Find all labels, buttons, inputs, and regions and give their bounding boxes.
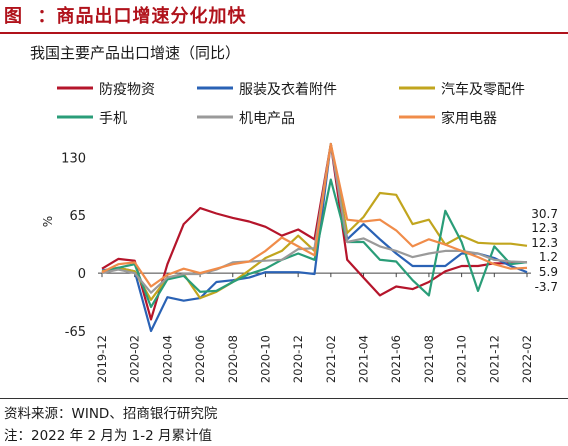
legend-label: 手机 <box>99 111 127 127</box>
end-value-label: -3.7 <box>535 280 558 294</box>
end-value-label: 5.9 <box>539 265 558 279</box>
x-tick-label: 2021-12 <box>487 335 501 383</box>
title-rule <box>0 32 568 34</box>
series-line-1 <box>101 142 528 333</box>
x-tick-label: 2020-04 <box>160 335 174 383</box>
figure-title: 图 ：商品出口增速分化加快 <box>4 6 247 27</box>
x-tick-label: 2019-12 <box>95 335 109 383</box>
x-tick-label: 2022-02 <box>520 335 534 383</box>
end-value-label: 30.7 <box>531 207 558 221</box>
legend-label: 家用电器 <box>441 110 497 127</box>
y-tick-label: -65 <box>65 325 86 340</box>
chart-title: 我国主要产品出口增速（同比） <box>30 44 241 62</box>
y-tick-label: 65 <box>69 209 86 224</box>
x-tick-label: 2020-08 <box>226 335 240 383</box>
series-line-5 <box>101 142 528 288</box>
x-tick-label: 2020-06 <box>193 335 207 383</box>
x-tick-label: 2021-08 <box>422 335 436 383</box>
end-value-label: 12.3 <box>531 236 558 250</box>
source-text: 资料来源：WIND、招商银行研究院 <box>4 406 218 422</box>
legend-label: 防疫物资 <box>99 82 155 98</box>
legend-label: 机电产品 <box>239 111 295 127</box>
axes: 130 65 0 -65% 2019-12 2020-02 2020-04 2020-06 20… <box>41 151 534 383</box>
x-tick-label: 2020-02 <box>128 335 142 383</box>
end-value-label: 1.2 <box>539 250 558 264</box>
note-text: 注：2022 年 2 月为 1-2 月累计值 <box>4 428 212 444</box>
legend-label: 服装及衣着附件 <box>239 82 337 98</box>
x-tick-label: 2020-12 <box>291 335 305 383</box>
source-rule <box>0 398 568 399</box>
x-tick-label: 2021-02 <box>324 335 338 383</box>
series-line-3 <box>101 178 528 309</box>
y-tick-label: 0 <box>78 267 86 282</box>
series-layer <box>101 142 528 333</box>
end-labels: 30.712.312.31.25.9-3.7 <box>531 207 558 294</box>
x-tick-label: 2021-10 <box>455 335 469 383</box>
x-tick-label: 2020-10 <box>258 335 272 383</box>
legend-label: 汽车及零配件 <box>441 81 525 98</box>
y-tick-label: 130 <box>61 151 86 166</box>
x-tick-label: 2021-04 <box>357 335 371 383</box>
series-line-0 <box>101 142 528 321</box>
y-axis-label: % <box>41 216 55 227</box>
end-value-label: 12.3 <box>531 221 558 235</box>
x-tick-label: 2021-06 <box>389 335 403 383</box>
